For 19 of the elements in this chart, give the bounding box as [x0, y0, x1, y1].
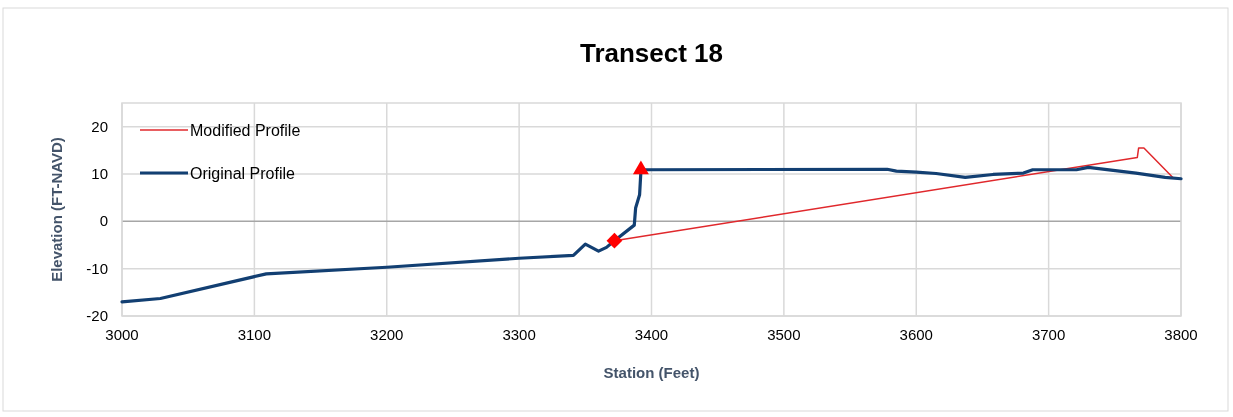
y-tick-label: -20: [86, 307, 108, 324]
y-tick-label: -10: [86, 259, 108, 277]
x-tick-label: 3600: [899, 326, 933, 343]
x-tick-label: 3100: [237, 326, 272, 343]
y-tick-label: 0: [99, 212, 108, 230]
x-tick-label: 3200: [370, 326, 404, 343]
y-tick-label: 10: [91, 165, 108, 182]
x-tick-label: 3700: [1031, 326, 1066, 343]
x-tick-label: 3000: [105, 326, 139, 343]
x-axis-title: Station (Feet): [603, 364, 700, 381]
x-tick-label: 3300: [502, 326, 536, 343]
y-axis-title: Elevation (FT-NAVD): [48, 137, 65, 282]
legend-label: Modified Profile: [190, 122, 301, 139]
chart-title: Transect 18: [579, 38, 724, 68]
y-tick-label: 20: [91, 117, 108, 135]
x-tick-label: 3500: [767, 326, 801, 343]
x-tick-label: 3400: [634, 326, 669, 343]
x-tick-label: 3800: [1164, 326, 1198, 343]
legend-label: Original Profile: [190, 165, 296, 182]
